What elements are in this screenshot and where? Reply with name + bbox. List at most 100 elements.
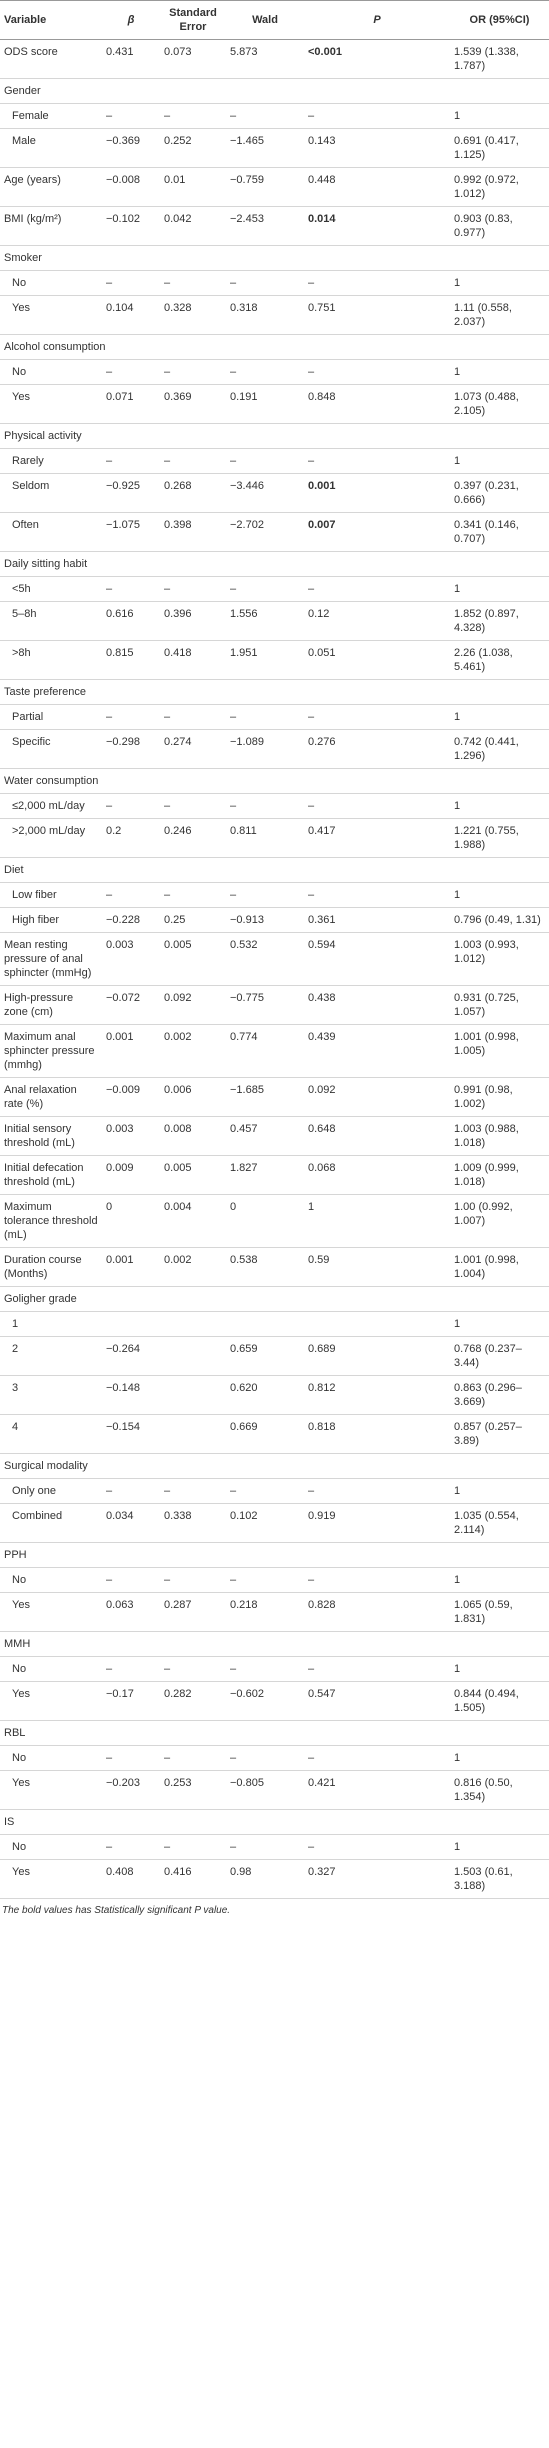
- value-cell: −0.009: [102, 1077, 160, 1117]
- value-cell: 1: [450, 704, 549, 730]
- variable-cell: No: [0, 1656, 102, 1682]
- value-cell: [102, 1311, 160, 1337]
- value-cell: 0.014: [304, 206, 450, 246]
- value-cell: −2.453: [226, 206, 304, 246]
- results-table: Variable β Standard Error Wald P OR (95%CI) O…: [0, 0, 549, 1899]
- value-cell: –: [304, 1656, 450, 1682]
- value-cell: 0.448: [304, 167, 450, 207]
- value-cell: –: [226, 448, 304, 474]
- value-cell: –: [102, 1478, 160, 1504]
- value-cell: 0.857 (0.257–3.89): [450, 1414, 549, 1454]
- header-cell: Standard Error: [160, 0, 226, 40]
- value-cell: 0.073: [160, 39, 226, 79]
- value-cell: –: [102, 1834, 160, 1860]
- value-cell: −0.154: [102, 1414, 160, 1454]
- value-cell: 0.341 (0.146, 0.707): [450, 512, 549, 552]
- value-cell: 0.863 (0.296–3.669): [450, 1375, 549, 1415]
- value-cell: –: [304, 1745, 450, 1771]
- value-cell: 1: [304, 1194, 450, 1248]
- value-cell: 0.005: [160, 1155, 226, 1195]
- variable-cell: High-pressure zone (cm): [0, 985, 102, 1025]
- header-cell: Variable: [0, 0, 102, 40]
- variable-cell: Anal relaxation rate (%): [0, 1077, 102, 1117]
- value-cell: 0.287: [160, 1592, 226, 1632]
- data-row: Seldom −0.925 0.268 −3.446 0.001 0.397 (0.231…: [0, 473, 549, 513]
- value-cell: –: [304, 882, 450, 908]
- group-row: RBL: [0, 1720, 549, 1746]
- value-cell: 0.253: [160, 1770, 226, 1810]
- value-cell: –: [226, 576, 304, 602]
- value-cell: 0.438: [304, 985, 450, 1025]
- data-row: 5–8h 0.616 0.396 1.556 0.12 1.852 (0.897, 4.3…: [0, 601, 549, 641]
- value-cell: 1.003 (0.993, 1.012): [450, 932, 549, 986]
- value-cell: −0.298: [102, 729, 160, 769]
- data-row: >8h 0.815 0.418 1.951 0.051 2.26 (1.038, 5.46…: [0, 640, 549, 680]
- value-cell: 0.811: [226, 818, 304, 858]
- data-row: ≤2,000 mL/day – – – –1: [0, 793, 549, 819]
- header-row: Variable β Standard Error Wald P OR (95%CI): [0, 0, 549, 40]
- value-cell: –: [304, 359, 450, 385]
- value-cell: –: [102, 359, 160, 385]
- value-cell: 1: [450, 1311, 549, 1337]
- variable-cell: Yes: [0, 1770, 102, 1810]
- value-cell: 0.12: [304, 601, 450, 641]
- variable-cell: IS: [0, 1809, 549, 1835]
- value-cell: –: [304, 103, 450, 129]
- value-cell: −0.102: [102, 206, 160, 246]
- value-cell: 0.774: [226, 1024, 304, 1078]
- value-cell: –: [102, 576, 160, 602]
- value-cell: 0.98: [226, 1859, 304, 1899]
- variable-cell: Surgical modality: [0, 1453, 549, 1479]
- value-cell: –: [160, 576, 226, 602]
- variable-cell: No: [0, 1567, 102, 1593]
- value-cell: –: [226, 103, 304, 129]
- variable-cell: Initial defecation threshold (mL): [0, 1155, 102, 1195]
- value-cell: –: [304, 704, 450, 730]
- value-cell: 0.01: [160, 167, 226, 207]
- value-cell: 0.274: [160, 729, 226, 769]
- variable-cell: Smoker: [0, 245, 549, 271]
- data-row: Low fiber – – – –1: [0, 882, 549, 908]
- value-cell: 0.818: [304, 1414, 450, 1454]
- group-row: Physical activity: [0, 423, 549, 449]
- table-body: ODS score 0.431 0.073 5.873 <0.001 1.539 (1.3…: [0, 39, 549, 1899]
- value-cell: –: [226, 1745, 304, 1771]
- data-row: Duration course (Months) 0.001 0.002 0.538 0…: [0, 1247, 549, 1287]
- value-cell: 0.398: [160, 512, 226, 552]
- value-cell: 1: [450, 103, 549, 129]
- value-cell: 0.143: [304, 128, 450, 168]
- value-cell: 0.689: [304, 1336, 450, 1376]
- variable-cell: No: [0, 359, 102, 385]
- data-row: High fiber −0.228 0.25 −0.913 0.361 0.796 (0.…: [0, 907, 549, 933]
- variable-cell: Yes: [0, 1681, 102, 1721]
- value-cell: –: [160, 1567, 226, 1593]
- value-cell: 0.991 (0.98, 1.002): [450, 1077, 549, 1117]
- variable-cell: No: [0, 1745, 102, 1771]
- value-cell: 1.852 (0.897, 4.328): [450, 601, 549, 641]
- data-row: Only one – – – –1: [0, 1478, 549, 1504]
- data-row: Yes −0.203 0.253 −0.805 0.421 0.816 (0.50, 1.…: [0, 1770, 549, 1810]
- data-row: ODS score 0.431 0.073 5.873 <0.001 1.539 (1.3…: [0, 39, 549, 79]
- value-cell: 1.951: [226, 640, 304, 680]
- variable-cell: Goligher grade: [0, 1286, 549, 1312]
- group-row: Daily sitting habit: [0, 551, 549, 577]
- value-cell: 0.844 (0.494, 1.505): [450, 1681, 549, 1721]
- value-cell: –: [102, 704, 160, 730]
- group-row: Alcohol consumption: [0, 334, 549, 360]
- value-cell: –: [102, 1567, 160, 1593]
- data-row: BMI (kg/m²) −0.102 0.042 −2.453 0.014 0.903 (…: [0, 206, 549, 246]
- value-cell: 0.2: [102, 818, 160, 858]
- value-cell: 0.042: [160, 206, 226, 246]
- value-cell: −0.602: [226, 1681, 304, 1721]
- value-cell: 1.035 (0.554, 2.114): [450, 1503, 549, 1543]
- data-row: 3 −0.148 0.620 0.812 0.863 (0.296–3.669): [0, 1375, 549, 1415]
- value-cell: −0.925: [102, 473, 160, 513]
- data-row: Female – – – –1: [0, 103, 549, 129]
- value-cell: 0.006: [160, 1077, 226, 1117]
- variable-cell: Low fiber: [0, 882, 102, 908]
- value-cell: 0.919: [304, 1503, 450, 1543]
- value-cell: 0: [226, 1194, 304, 1248]
- group-row: Water consumption: [0, 768, 549, 794]
- value-cell: 0.931 (0.725, 1.057): [450, 985, 549, 1025]
